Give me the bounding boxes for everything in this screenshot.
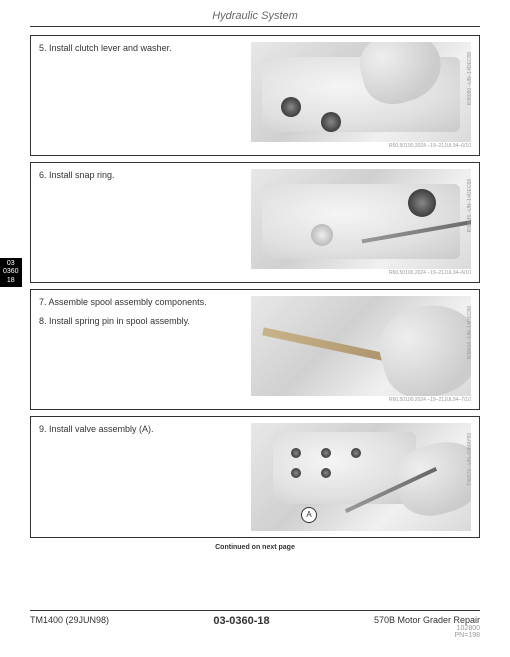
step-image: R38090 –UN–14DEC88 R60,50100,2024 –19–21… xyxy=(251,42,471,149)
continued-note: Continued on next page xyxy=(30,544,480,551)
callout-label: A xyxy=(301,507,317,523)
photo-code-bottom: R60,50100,2024 –19–21JUL94–6/10 xyxy=(251,270,471,276)
photo: R38604 –UN–14DEC88 xyxy=(251,296,471,396)
step-image: R38036 –UN–14DEC88 R60,50100,2024 –19–21… xyxy=(251,169,471,276)
step-line: 9. Install valve assembly (A). xyxy=(39,423,243,436)
footer-sub1: 102800 xyxy=(374,625,480,632)
step-line: 5. Install clutch lever and washer. xyxy=(39,42,243,55)
step-image: A T46570 –UN–09MAY89 xyxy=(251,423,471,531)
step-block: 6. Install snap ring. R38036 –UN–14DEC88… xyxy=(30,162,480,283)
step-image: R38604 –UN–14DEC88 R60,50100,2024 –19–21… xyxy=(251,296,471,403)
step-text: 6. Install snap ring. xyxy=(39,169,251,276)
photo-code-side: R38036 –UN–14DEC88 xyxy=(467,179,471,232)
photo-code-side: R38090 –UN–14DEC88 xyxy=(467,52,471,105)
footer-sub2: PN=198 xyxy=(374,632,480,639)
step-block: 9. Install valve assembly (A). A T46570 … xyxy=(30,416,480,538)
photo-code-side: R38604 –UN–14DEC88 xyxy=(467,306,471,359)
footer-center: 03-0360-18 xyxy=(213,615,269,627)
photo-code-bottom: R60,50100,2024 –19–21JUL94–7/10 xyxy=(251,397,471,403)
photo: A T46570 –UN–09MAY89 xyxy=(251,423,471,531)
photo-code-side: T46570 –UN–09MAY89 xyxy=(467,433,471,486)
step-line: 8. Install spring pin in spool assembly. xyxy=(39,315,243,328)
page-header: Hydraulic System xyxy=(30,10,480,27)
step-line: 6. Install snap ring. xyxy=(39,169,243,182)
page: Hydraulic System 5. Install clutch lever… xyxy=(0,0,510,551)
step-text: 5. Install clutch lever and washer. xyxy=(39,42,251,149)
footer-left: TM1400 (29JUN98) xyxy=(30,615,109,625)
page-footer: TM1400 (29JUN98) 03-0360-18 570B Motor G… xyxy=(30,610,480,639)
step-block: 7. Assemble spool assembly components. 8… xyxy=(30,289,480,410)
step-text: 9. Install valve assembly (A). xyxy=(39,423,251,531)
photo-code-bottom: R60,50100,2024 –19–21JUL94–6/10 xyxy=(251,143,471,149)
step-line: 7. Assemble spool assembly components. xyxy=(39,296,243,309)
photo: R38036 –UN–14DEC88 xyxy=(251,169,471,269)
footer-right: 570B Motor Grader Repair 102800 PN=198 xyxy=(374,615,480,639)
photo: R38090 –UN–14DEC88 xyxy=(251,42,471,142)
footer-title: 570B Motor Grader Repair xyxy=(374,615,480,625)
step-text: 7. Assemble spool assembly components. 8… xyxy=(39,296,251,403)
step-block: 5. Install clutch lever and washer. R380… xyxy=(30,35,480,156)
